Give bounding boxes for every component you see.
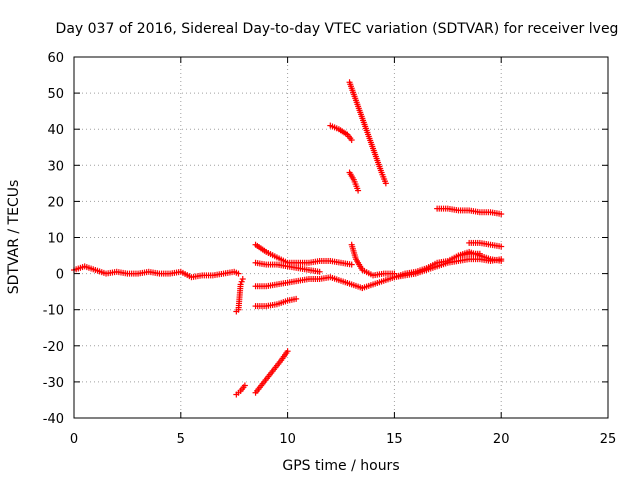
data-point bbox=[238, 278, 245, 285]
series-arc-12 bbox=[348, 241, 398, 279]
series-arc-10 bbox=[346, 79, 389, 187]
ticks-layer: 0 5 10 15 20 25 -40 -30 -20 -10 0 10 20 30 40 50 60 bbox=[43, 51, 617, 447]
y-tick-label: -40 bbox=[43, 412, 64, 427]
x-tick-label: 25 bbox=[600, 432, 617, 447]
series-arc-2 bbox=[233, 276, 246, 315]
data-point bbox=[498, 211, 505, 218]
series-arc-17 bbox=[455, 248, 505, 264]
series-arc-8 bbox=[252, 259, 323, 275]
data-point bbox=[293, 295, 300, 302]
data-point bbox=[498, 257, 505, 264]
y-tick-label: -10 bbox=[43, 304, 64, 319]
series-arc-1 bbox=[71, 263, 242, 281]
x-tick-label: 0 bbox=[70, 432, 78, 447]
series-arc-11 bbox=[346, 169, 362, 194]
series-arc-7 bbox=[252, 241, 355, 268]
x-tick-label: 15 bbox=[386, 432, 403, 447]
y-tick-label: 60 bbox=[47, 51, 64, 66]
points-layer bbox=[71, 79, 505, 398]
data-point bbox=[316, 268, 323, 275]
y-tick-label: 0 bbox=[56, 268, 64, 283]
y-tick-label: 30 bbox=[47, 159, 64, 174]
data-point bbox=[235, 270, 242, 277]
grid-layer bbox=[74, 57, 608, 418]
y-tick-label: 50 bbox=[47, 87, 64, 102]
data-point bbox=[237, 281, 244, 288]
series-arc-6 bbox=[252, 274, 366, 292]
series-arc-16 bbox=[466, 239, 505, 250]
data-point bbox=[348, 261, 355, 268]
series-arc-5 bbox=[252, 295, 300, 310]
data-point bbox=[498, 243, 505, 250]
x-tick-label: 5 bbox=[177, 432, 185, 447]
series-arc-15 bbox=[434, 205, 505, 218]
data-point bbox=[348, 137, 355, 144]
y-axis-label: SDTVAR / TECUs bbox=[6, 180, 22, 295]
data-point bbox=[284, 348, 291, 355]
data-point bbox=[355, 187, 362, 194]
x-tick-label: 20 bbox=[493, 432, 510, 447]
series-arc-3 bbox=[233, 382, 248, 398]
series-arc-9 bbox=[327, 122, 355, 144]
y-tick-label: -20 bbox=[43, 340, 64, 355]
data-point bbox=[239, 276, 246, 283]
data-point bbox=[241, 382, 248, 389]
y-tick-label: -30 bbox=[43, 376, 64, 391]
plot-frame bbox=[73, 56, 609, 419]
y-tick-label: 40 bbox=[47, 123, 64, 138]
x-tick-label: 10 bbox=[279, 432, 296, 447]
y-tick-label: 20 bbox=[47, 195, 64, 210]
series-arc-4 bbox=[252, 348, 291, 396]
x-axis-label: GPS time / hours bbox=[282, 458, 399, 474]
data-point bbox=[382, 180, 389, 187]
y-tick-label: 10 bbox=[47, 232, 64, 247]
chart-title: Day 037 of 2016, Sidereal Day-to-day VTE… bbox=[56, 21, 619, 37]
